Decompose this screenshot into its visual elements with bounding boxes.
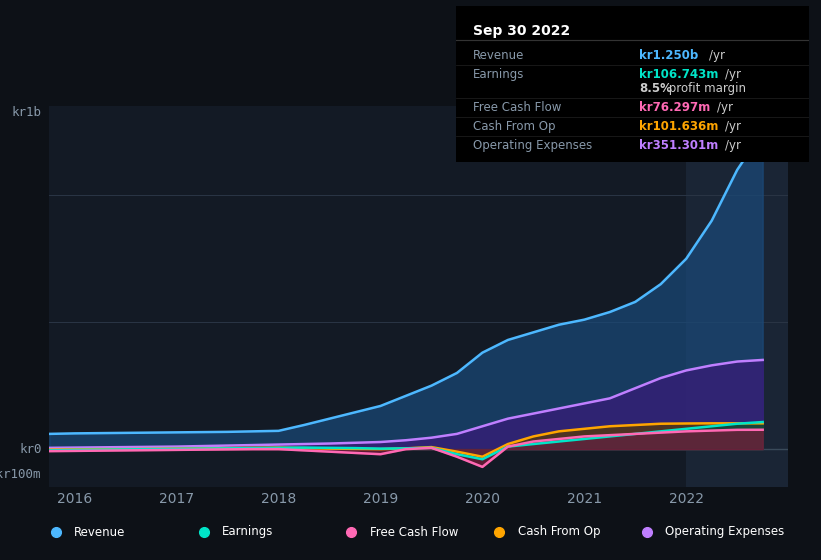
Text: Earnings: Earnings <box>474 68 525 81</box>
Text: kr101.636m: kr101.636m <box>640 120 722 133</box>
Text: Revenue: Revenue <box>474 49 525 62</box>
Text: kr1b: kr1b <box>11 106 42 119</box>
Text: Revenue: Revenue <box>75 525 126 539</box>
Text: kr351.301m: kr351.301m <box>640 139 722 152</box>
Bar <box>686 106 809 487</box>
Text: Operating Expenses: Operating Expenses <box>474 139 593 152</box>
Text: kr0: kr0 <box>20 442 42 456</box>
Text: Operating Expenses: Operating Expenses <box>666 525 785 539</box>
Text: Cash From Op: Cash From Op <box>518 525 600 539</box>
Text: /yr: /yr <box>725 120 741 133</box>
Text: kr106.743m: kr106.743m <box>640 68 722 81</box>
Text: /yr: /yr <box>725 139 741 152</box>
Text: Sep 30 2022: Sep 30 2022 <box>474 25 571 39</box>
Text: /yr: /yr <box>717 101 733 114</box>
Text: /yr: /yr <box>725 68 741 81</box>
Text: Earnings: Earnings <box>222 525 273 539</box>
Text: /yr: /yr <box>709 49 725 62</box>
Text: -kr100m: -kr100m <box>0 468 42 481</box>
Text: kr1.250b: kr1.250b <box>640 49 703 62</box>
Text: kr76.297m: kr76.297m <box>640 101 714 114</box>
Text: Free Cash Flow: Free Cash Flow <box>370 525 458 539</box>
Text: 8.5%: 8.5% <box>640 82 672 95</box>
Text: Cash From Op: Cash From Op <box>474 120 556 133</box>
Text: Free Cash Flow: Free Cash Flow <box>474 101 562 114</box>
Text: profit margin: profit margin <box>665 82 745 95</box>
